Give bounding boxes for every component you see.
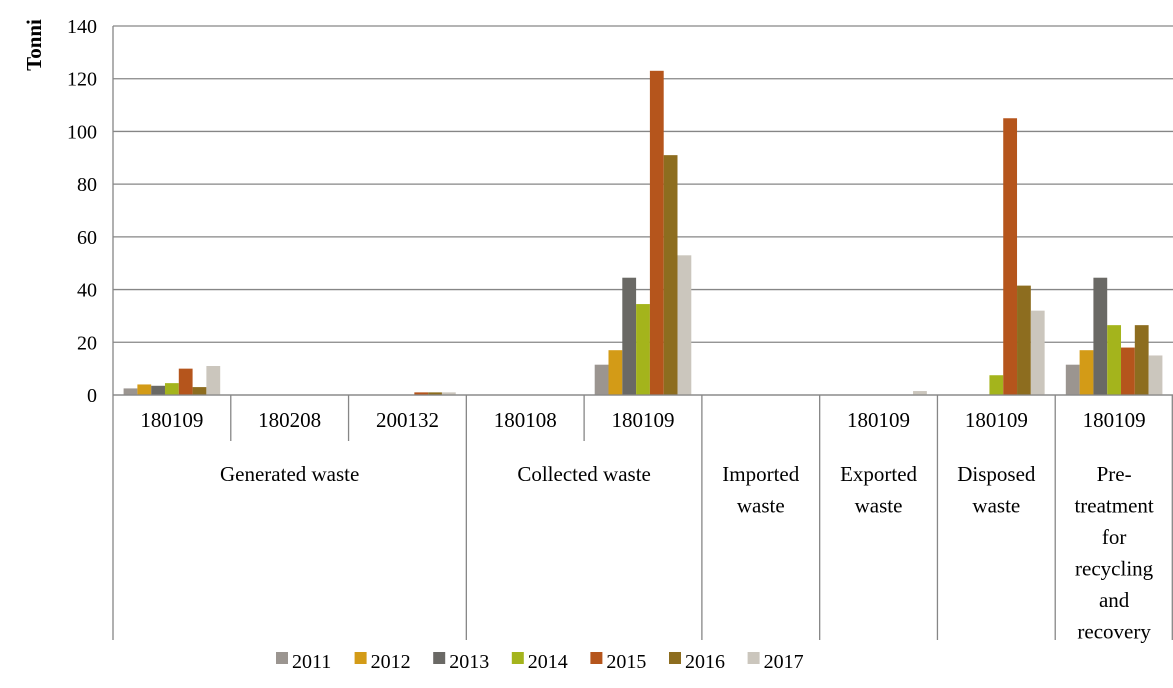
x-tick-label: 180208 [258, 408, 321, 432]
bar-2016 [663, 155, 678, 395]
legend-swatch [747, 652, 760, 664]
legend-label: 2015 [606, 651, 646, 673]
x-tick-label: 200132 [376, 408, 439, 432]
bar-2014 [1107, 325, 1122, 395]
x-tick-label: 180109 [612, 408, 675, 432]
bar-2012 [1079, 350, 1094, 395]
bar-2014 [989, 375, 1004, 395]
bar-2016 [428, 392, 442, 395]
legend-label: 2017 [764, 651, 804, 673]
bar-2016 [1134, 325, 1149, 395]
y-tick-label: 100 [67, 121, 97, 143]
bar-2016 [192, 387, 207, 395]
y-axis-ticks: 0 20 40 60 80 100 120 140 [67, 16, 97, 407]
grid-lines [112, 25, 1173, 396]
x-tick-label: 180109 [965, 408, 1028, 432]
y-tick-label: 0 [87, 385, 97, 407]
legend-swatch [669, 652, 681, 664]
group-label: Disposed waste [957, 462, 1036, 518]
bar-2014 [636, 304, 650, 395]
bar-2017 [1148, 355, 1163, 395]
group-label: Imported waste [722, 462, 799, 518]
bar-2012 [608, 350, 623, 395]
bar-2015 [1121, 347, 1135, 395]
bar-2011 [123, 388, 138, 395]
y-tick-label: 120 [67, 69, 97, 91]
bar-2014 [164, 383, 179, 395]
x-tick-label: 180109 [847, 408, 910, 432]
bar-2013 [622, 277, 637, 395]
bar-2017 [1030, 310, 1045, 395]
y-tick-label: 60 [77, 227, 97, 249]
x-tick-label: 180108 [494, 408, 557, 432]
legend: 2011 2012 2013 2014 2015 2016 2017 [276, 651, 804, 673]
legend-swatch [511, 652, 524, 664]
legend-swatch [276, 652, 288, 664]
y-tick-label: 80 [77, 174, 97, 196]
legend-swatch [354, 652, 367, 664]
y-tick-label: 40 [77, 280, 97, 302]
bar-2015 [649, 70, 664, 396]
y-tick-label: 20 [77, 332, 97, 354]
legend-label: 2016 [685, 651, 725, 673]
bars [123, 70, 1163, 396]
bar-2012 [137, 384, 152, 395]
x-tick-label: 180109 [140, 408, 203, 432]
bar-2013 [151, 385, 165, 395]
y-tick-label: 140 [67, 16, 97, 38]
bar-2015 [414, 392, 429, 395]
legend-label: 2011 [292, 651, 331, 673]
legend-swatch [433, 652, 446, 664]
group-label: Pre-treatment for recycling and recovery [1074, 462, 1153, 644]
x-tick-label: 180109 [1083, 408, 1146, 432]
bar-2017 [441, 392, 456, 395]
y-axis-title: Tonni [22, 19, 46, 71]
bar-2016 [1017, 285, 1031, 395]
legend-label: 2013 [449, 651, 489, 673]
bar-2017 [206, 366, 221, 395]
bar-2017 [913, 391, 927, 395]
bar-2011 [594, 364, 609, 395]
bar-2017 [677, 255, 692, 395]
group-label: Generated waste [220, 462, 359, 486]
legend-swatch [590, 652, 603, 664]
bar-2015 [178, 368, 193, 395]
bar-2015 [1003, 118, 1018, 395]
bar-2011 [1065, 364, 1080, 395]
legend-label: 2014 [528, 651, 568, 673]
legend-label: 2012 [371, 651, 411, 673]
bar-2013 [1093, 277, 1108, 395]
group-label: Exported waste [840, 462, 917, 518]
x-axis: 180109 180208 200132 180108 180109 180109 1801… [112, 394, 1173, 644]
group-label: Collected waste [517, 462, 651, 486]
